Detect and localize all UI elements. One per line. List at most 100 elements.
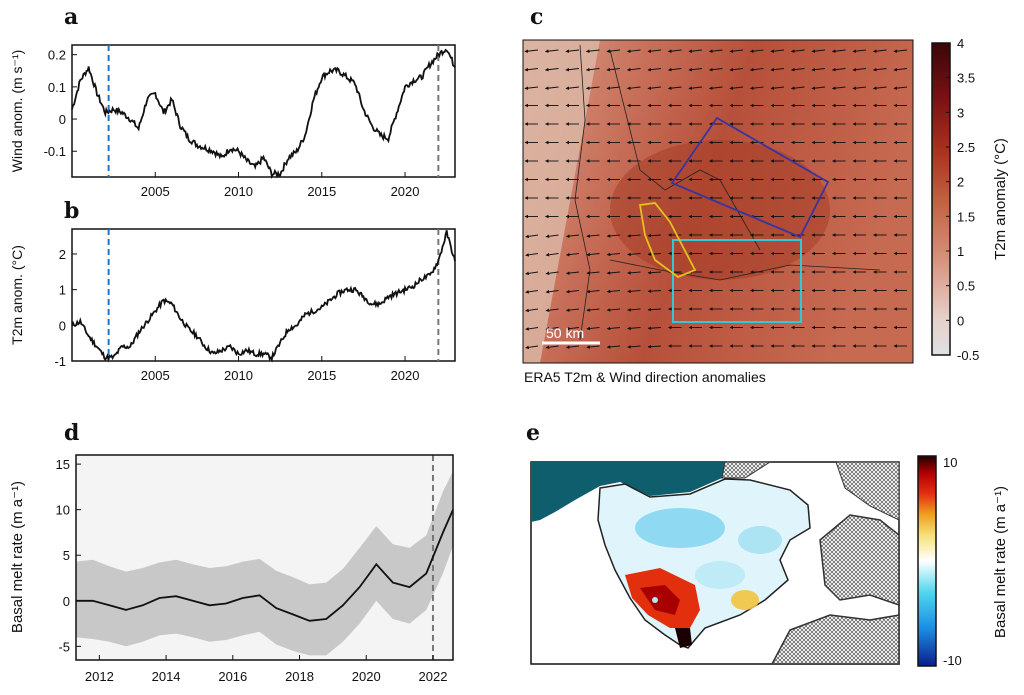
wind-arrow: [586, 326, 600, 331]
hatched-ice-bottom-e: [770, 614, 900, 665]
wind-arrow: [545, 289, 559, 294]
ticks-d: 2012 2014 2016 2018 2020 2022 -5 0 5 10 15: [56, 457, 448, 684]
y-tick-label: 15: [56, 457, 70, 472]
wind-arrow: [852, 86, 867, 90]
panel-label-a: a: [64, 4, 78, 30]
wind-arrows-c: [524, 49, 908, 350]
wind-arrow: [524, 67, 539, 72]
wind-arrow: [770, 86, 785, 90]
warm-patch-e: [731, 590, 759, 610]
sea-e: [531, 462, 725, 522]
colorbar-c: [931, 42, 951, 356]
colorbar-e: [917, 455, 937, 667]
wind-arrow: [647, 49, 662, 53]
wind-arrow: [647, 86, 662, 90]
wind-arrow: [893, 67, 908, 72]
y-axis-label-b: T2m anom. (°C): [9, 245, 25, 345]
wind-arrow: [749, 49, 764, 53]
wind-arrow: [790, 67, 805, 72]
wind-arrow: [545, 326, 559, 331]
wind-arrow: [729, 86, 744, 90]
wind-arrow: [627, 252, 641, 257]
wind-arrow: [525, 271, 539, 276]
box-blue-c: [670, 116, 830, 239]
wind-arrow: [565, 271, 580, 275]
wind-arrow: [647, 252, 662, 256]
series-line-a: [71, 48, 456, 180]
plot-frame-b: [71, 228, 456, 362]
wind-arrow: [872, 49, 887, 53]
x-tick-label: 2016: [218, 669, 247, 684]
colorbar-tick-label: 3.5: [957, 71, 975, 86]
x-tick-label: 2018: [285, 669, 314, 684]
wind-arrow: [667, 49, 682, 53]
wind-arrow: [545, 234, 559, 239]
y-axis-label-d: Basal melt rate (m a⁻¹): [9, 481, 26, 633]
uncertainty-band-d: [76, 471, 453, 656]
wind-arrow: [565, 326, 580, 331]
wind-arrow: [606, 308, 621, 312]
x-tick-label: 2010: [224, 184, 253, 199]
colorbar-tick-label: 2: [957, 175, 964, 190]
wind-arrow: [544, 67, 559, 72]
wind-arrow: [586, 345, 600, 349]
x-tick-label: 2005: [141, 368, 170, 383]
wind-arrow: [647, 326, 662, 330]
series-line-b: [71, 230, 456, 363]
wind-arrow: [586, 289, 600, 294]
wind-arrow: [647, 270, 662, 275]
colorbar-tick-label: 1.5: [957, 209, 975, 224]
colorbar-tick-label: -10: [943, 653, 962, 668]
panel-label-d: d: [64, 420, 79, 446]
caption-c: ERA5 T2m & Wind direction anomalies: [524, 369, 766, 385]
x-tick-label: 2022: [419, 669, 448, 684]
map-frame-c: [522, 39, 914, 364]
colorbar-tick-label: 1: [957, 244, 964, 259]
wind-arrow: [770, 67, 785, 72]
wind-arrow: [586, 308, 600, 312]
wind-arrow: [647, 233, 662, 238]
wind-arrow: [525, 345, 539, 350]
wind-arrow: [627, 233, 641, 238]
cool-patch-3-e: [695, 561, 745, 589]
vlines-a: [107, 45, 440, 177]
wind-arrow: [524, 49, 539, 53]
map-panel-c: 50 km ERA5 T2m & Wind direction anomalie…: [522, 36, 1009, 385]
wind-arrow: [872, 86, 887, 90]
wind-arrow: [544, 49, 559, 53]
wind-arrow: [606, 345, 621, 349]
y-axis-label-a: Wind anom. (m s⁻¹): [9, 50, 25, 173]
wind-arrow: [565, 234, 580, 238]
wind-arrow: [626, 49, 641, 53]
panel-label-c: c: [530, 4, 543, 30]
wind-arrow: [606, 326, 621, 331]
wind-arrow: [585, 67, 600, 72]
y-tick-label: 10: [56, 503, 70, 518]
warm-core-c: [610, 140, 830, 280]
wind-arrow: [544, 86, 559, 90]
wind-arrow: [770, 49, 785, 53]
colorbar-tick-label: 3: [957, 105, 964, 120]
colorbar-tick-label: 10: [943, 455, 957, 470]
wind-arrow: [647, 344, 662, 349]
ticks-a: 2005 2010 2015 2020 -0.1 0 0.1 0.2: [44, 48, 420, 199]
hatched-ice-right-e: [819, 514, 900, 607]
plot-frame-d: [75, 454, 454, 661]
wind-arrow: [647, 307, 662, 312]
panel-label-b: b: [64, 198, 79, 224]
wind-arrow: [627, 270, 641, 275]
cool-patch-2-e: [738, 526, 782, 554]
chart-panel-b: 2005 2010 2015 2020 -1 0 1 2 T2m anom. (°C): [9, 228, 456, 383]
hot-core-e: [640, 585, 680, 615]
y-tick-label: 0: [59, 112, 66, 127]
colorbar-tick-label: -0.5: [957, 348, 979, 363]
x-tick-label: 2020: [352, 669, 381, 684]
wind-arrow: [708, 49, 723, 53]
wind-arrow: [606, 49, 621, 53]
x-tick-label: 2015: [307, 184, 336, 199]
wind-arrow: [565, 252, 580, 257]
wind-arrow: [627, 289, 641, 294]
wind-arrow: [606, 67, 621, 72]
wind-arrow: [525, 234, 539, 239]
wind-arrow: [667, 67, 682, 72]
